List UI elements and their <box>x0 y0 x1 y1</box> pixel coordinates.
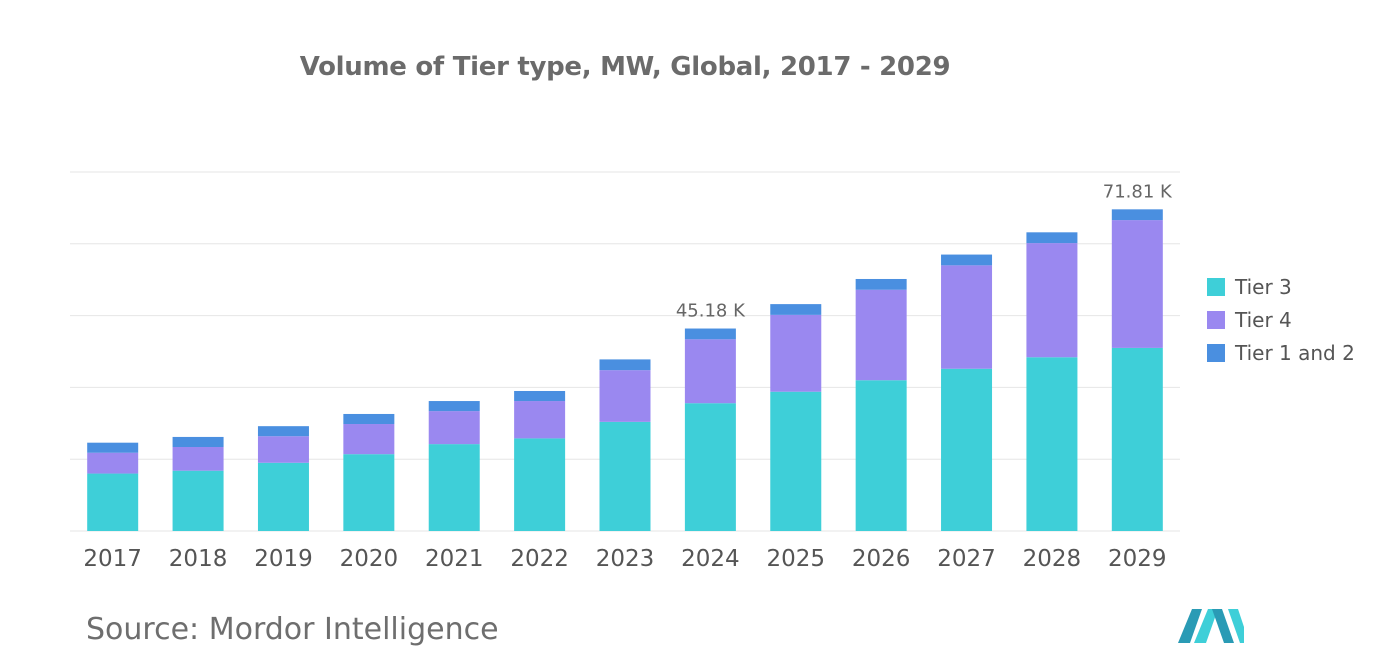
bar-2026-series-1[interactable] <box>855 289 907 381</box>
x-tick-label-2025: 2025 <box>766 546 825 572</box>
bar-2021-series-2[interactable] <box>428 401 480 412</box>
bar-2027-series-0[interactable] <box>941 368 993 531</box>
bar-2022-series-0[interactable] <box>514 438 566 531</box>
legend-swatch-tier3 <box>1207 277 1225 296</box>
x-tick-label-2023: 2023 <box>596 546 655 572</box>
source-label: Source: <box>86 612 200 647</box>
bar-2027-series-1[interactable] <box>941 265 993 369</box>
bar-2020-series-1[interactable] <box>343 424 395 455</box>
bar-2017-series-1[interactable] <box>87 452 139 474</box>
bar-2026-series-2[interactable] <box>855 278 907 290</box>
bar-2018-series-2[interactable] <box>172 436 224 447</box>
bar-2029-series-2[interactable] <box>1111 209 1163 221</box>
bar-2023-series-0[interactable] <box>599 421 651 531</box>
bar-2019-series-2[interactable] <box>257 426 309 437</box>
x-tick-label-2024: 2024 <box>681 546 740 572</box>
x-tick-label-2026: 2026 <box>852 546 911 572</box>
bar-2028-series-0[interactable] <box>1026 357 1078 531</box>
bar-2018-series-1[interactable] <box>172 446 224 471</box>
x-tick-label-2029: 2029 <box>1108 546 1167 572</box>
x-tick-label-2020: 2020 <box>340 546 399 572</box>
bar-2025-series-1[interactable] <box>770 314 822 392</box>
bar-2028-series-2[interactable] <box>1026 232 1078 244</box>
bar-2024-series-0[interactable] <box>684 403 736 531</box>
x-tick-label-2021: 2021 <box>425 546 484 572</box>
x-tick-label-2022: 2022 <box>510 546 569 572</box>
bar-2024-series-1[interactable] <box>684 339 736 404</box>
chart-title: Volume of Tier type, MW, Global, 2017 - … <box>299 52 951 82</box>
legend-item-tier12[interactable]: Tier 1 and 2 <box>1207 336 1355 369</box>
bar-2021-series-0[interactable] <box>428 444 480 531</box>
bar-2028-series-1[interactable] <box>1026 243 1078 358</box>
bar-2017-series-0[interactable] <box>87 473 139 531</box>
legend-item-tier4[interactable]: Tier 4 <box>1207 303 1355 336</box>
bar-2026-series-0[interactable] <box>855 380 907 531</box>
legend-swatch-tier4 <box>1207 310 1225 329</box>
bar-2029-series-0[interactable] <box>1111 347 1163 531</box>
bar-2023-series-2[interactable] <box>599 359 651 371</box>
x-tick-label-2028: 2028 <box>1023 546 1082 572</box>
data-label-2029: 71.81 K <box>1103 181 1173 202</box>
bar-2023-series-1[interactable] <box>599 370 651 422</box>
x-tick-label-2018: 2018 <box>169 546 228 572</box>
bar-2029-series-1[interactable] <box>1111 220 1163 348</box>
bar-2020-series-0[interactable] <box>343 454 395 531</box>
legend-swatch-tier12 <box>1207 343 1225 362</box>
legend-item-tier3[interactable]: Tier 3 <box>1207 270 1355 303</box>
bar-2024-series-2[interactable] <box>684 328 736 340</box>
bar-2019-series-0[interactable] <box>257 462 309 531</box>
source-attribution: Source: Mordor Intelligence <box>86 612 499 647</box>
x-tick-label-2027: 2027 <box>937 546 996 572</box>
bar-2027-series-2[interactable] <box>941 254 993 266</box>
legend-label-tier3: Tier 3 <box>1235 274 1292 299</box>
bar-2018-series-0[interactable] <box>172 470 224 531</box>
bar-2022-series-1[interactable] <box>514 401 566 439</box>
legend-label-tier4: Tier 4 <box>1235 307 1292 332</box>
legend: Tier 3 Tier 4 Tier 1 and 2 <box>1207 270 1355 369</box>
bar-2020-series-2[interactable] <box>343 413 395 425</box>
x-tick-label-2017: 2017 <box>83 546 142 572</box>
bar-2025-series-2[interactable] <box>770 304 822 315</box>
bar-2021-series-1[interactable] <box>428 411 480 445</box>
bar-2017-series-2[interactable] <box>87 442 139 453</box>
mordor-intelligence-logo-icon <box>1178 609 1244 643</box>
bar-2019-series-1[interactable] <box>257 436 309 463</box>
bar-2022-series-2[interactable] <box>514 390 566 402</box>
bar-2025-series-0[interactable] <box>770 391 822 531</box>
x-tick-label-2019: 2019 <box>254 546 313 572</box>
data-label-2024: 45.18 K <box>676 301 746 322</box>
legend-label-tier12: Tier 1 and 2 <box>1235 340 1355 365</box>
source-text: Mordor Intelligence <box>208 612 499 647</box>
